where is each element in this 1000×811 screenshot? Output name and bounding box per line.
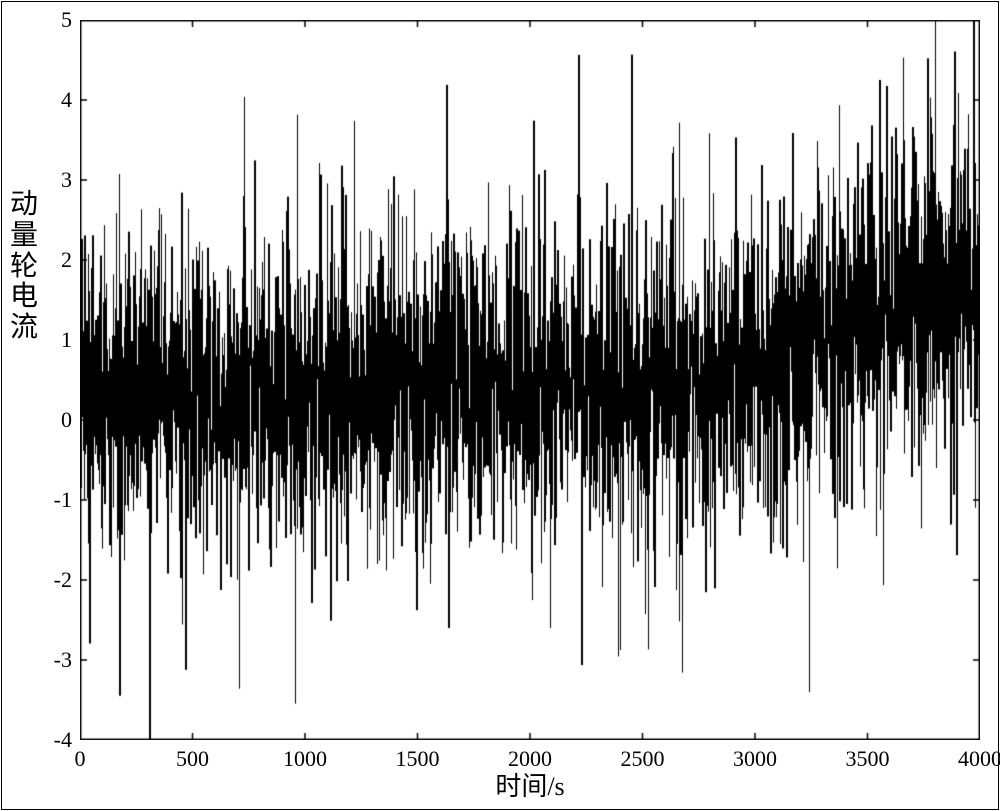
y-tick-label: -4 xyxy=(32,727,72,753)
y-tick-label: 3 xyxy=(32,167,72,193)
y-axis-label-char: 电 xyxy=(8,282,40,313)
x-tick-label: 1500 xyxy=(396,746,440,772)
plot-canvas xyxy=(80,20,980,740)
x-tick-label: 4000 xyxy=(958,746,1000,772)
y-tick-label: -3 xyxy=(32,647,72,673)
y-tick-label: 2 xyxy=(32,247,72,273)
x-tick-label: 3500 xyxy=(846,746,890,772)
x-tick-label: 3000 xyxy=(733,746,777,772)
x-tick-label: 0 xyxy=(75,746,86,772)
y-axis-label-char: 动 xyxy=(8,190,40,221)
chart-container: 动量轮电流 时间/s 05001000150020002500300035004… xyxy=(0,0,1000,811)
x-tick-label: 1000 xyxy=(283,746,327,772)
x-tick-label: 2000 xyxy=(508,746,552,772)
y-tick-label: 0 xyxy=(32,407,72,433)
y-tick-label: 4 xyxy=(32,87,72,113)
x-tick-label: 2500 xyxy=(621,746,665,772)
plot-area xyxy=(80,20,980,740)
y-tick-label: -1 xyxy=(32,487,72,513)
x-tick-label: 500 xyxy=(176,746,209,772)
y-tick-label: 1 xyxy=(32,327,72,353)
y-tick-label: -2 xyxy=(32,567,72,593)
y-tick-label: 5 xyxy=(32,7,72,33)
